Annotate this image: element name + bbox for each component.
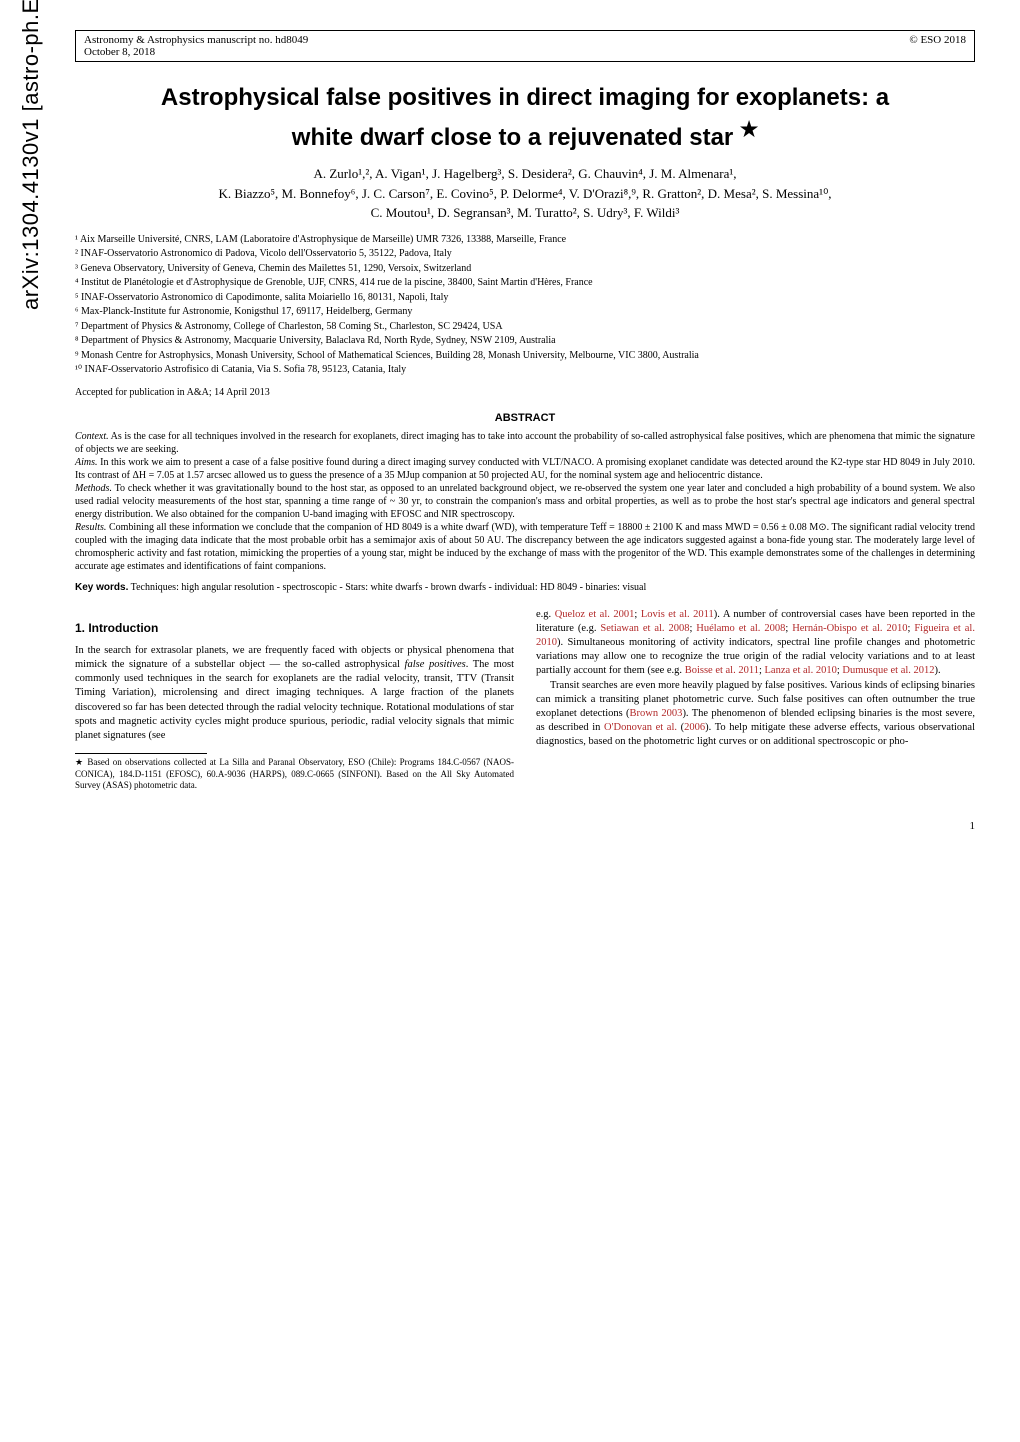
cite-lovis[interactable]: Lovis et al. 2011 — [641, 609, 714, 620]
footnote-text: ★ Based on observations collected at La … — [75, 757, 514, 792]
methods-text: To check whether it was gravitationally … — [75, 483, 975, 520]
page-content: Astronomy & Astrophysics manuscript no. … — [0, 0, 1020, 862]
col2-paragraph-2: Transit searches are even more heavily p… — [536, 679, 975, 750]
abstract-body: Context. As is the case for all techniqu… — [75, 430, 975, 573]
context-text: As is the case for all techniques involv… — [75, 431, 975, 455]
page-number: 1 — [75, 820, 975, 832]
affiliation-6: ⁶ Max-Planck-Institute fur Astronomie, K… — [75, 305, 975, 319]
keywords-block: Key words. Techniques: high angular reso… — [75, 581, 975, 594]
header-left: Astronomy & Astrophysics manuscript no. … — [84, 34, 308, 58]
acceptance-note: Accepted for publication in A&A; 14 Apri… — [75, 387, 975, 398]
affiliation-2: ² INAF-Osservatorio Astronomico di Padov… — [75, 247, 975, 261]
cite-brown[interactable]: Brown 2003 — [630, 708, 683, 719]
aims-text: In this work we aim to present a case of… — [75, 457, 975, 481]
cite-hernan[interactable]: Hernán-Obispo et al. 2010 — [792, 623, 907, 634]
abstract-heading: ABSTRACT — [75, 412, 975, 424]
body-columns: 1. Introduction In the search for extras… — [75, 608, 975, 792]
title-text: white dwarf close to a rejuvenated star — [292, 124, 733, 151]
footnote-separator — [75, 753, 207, 754]
affiliation-1: ¹ Aix Marseille Université, CNRS, LAM (L… — [75, 233, 975, 247]
authors-row-2: K. Biazzo⁵, M. Bonnefoy⁶, J. C. Carson⁷,… — [75, 184, 975, 204]
cite-boisse[interactable]: Boisse et al. 2011 — [685, 665, 759, 676]
affiliation-10: ¹⁰ INAF-Osservatorio Astrofisico di Cata… — [75, 363, 975, 377]
affiliation-3: ³ Geneva Observatory, University of Gene… — [75, 262, 975, 276]
author-list: A. Zurlo¹,², A. Vigan¹, J. Hagelberg³, S… — [75, 164, 975, 223]
affiliation-8: ⁸ Department of Physics & Astronomy, Mac… — [75, 334, 975, 348]
context-label: Context. — [75, 431, 109, 442]
column-left: 1. Introduction In the search for extras… — [75, 608, 514, 792]
manuscript-header: Astronomy & Astrophysics manuscript no. … — [75, 30, 975, 62]
cite-huelamo[interactable]: Huélamo et al. 2008 — [696, 623, 785, 634]
results-text: Combining all these information we concl… — [75, 522, 975, 572]
cite-odonovan[interactable]: O'Donovan et al. — [604, 722, 677, 733]
affiliation-4: ⁴ Institut de Planétologie et d'Astrophy… — [75, 276, 975, 290]
title-footnote-star: ★ — [740, 119, 758, 141]
affiliation-7: ⁷ Department of Physics & Astronomy, Col… — [75, 320, 975, 334]
paper-title-line1: Astrophysical false positives in direct … — [75, 82, 975, 113]
c2p1j: ). — [935, 665, 941, 676]
aims-label: Aims. — [75, 457, 98, 468]
section-1-heading: 1. Introduction — [75, 620, 514, 636]
cite-dumusque[interactable]: Dumusque et al. 2012 — [842, 665, 934, 676]
keywords-label: Key words. — [75, 582, 128, 593]
authors-row-1: A. Zurlo¹,², A. Vigan¹, J. Hagelberg³, S… — [75, 164, 975, 184]
cite-queloz[interactable]: Queloz et al. 2001 — [555, 609, 635, 620]
results-label: Results. — [75, 522, 106, 533]
header-right: © ESO 2018 — [909, 34, 966, 58]
affiliation-9: ⁹ Monash Centre for Astrophysics, Monash… — [75, 349, 975, 363]
authors-row-3: C. Moutou¹, D. Segransan³, M. Turatto², … — [75, 203, 975, 223]
affiliation-5: ⁵ INAF-Osservatorio Astronomico di Capod… — [75, 291, 975, 305]
manuscript-id: Astronomy & Astrophysics manuscript no. … — [84, 34, 308, 46]
affiliation-list: ¹ Aix Marseille Université, CNRS, LAM (L… — [75, 233, 975, 377]
cite-odonovan-year[interactable]: 2006 — [684, 722, 705, 733]
cite-lanza[interactable]: Lanza et al. 2010 — [765, 665, 837, 676]
intro-paragraph-1: In the search for extrasolar planets, we… — [75, 644, 514, 743]
keywords-text: Techniques: high angular resolution - sp… — [128, 582, 646, 593]
col2-paragraph-1: e.g. Queloz et al. 2001; Lovis et al. 20… — [536, 608, 975, 679]
manuscript-date: October 8, 2018 — [84, 46, 155, 58]
p1-italics: false positives — [405, 659, 466, 670]
paper-title-line2: white dwarf close to a rejuvenated star … — [75, 117, 975, 152]
column-right: e.g. Queloz et al. 2001; Lovis et al. 20… — [536, 608, 975, 792]
methods-label: Methods. — [75, 483, 112, 494]
cite-setiawan[interactable]: Setiawan et al. 2008 — [600, 623, 689, 634]
p1-text-c: . The most commonly used techniques in t… — [75, 659, 514, 741]
arxiv-identifier: arXiv:1304.4130v1 [astro-ph.EP] 15 Apr 2… — [18, 0, 44, 310]
c2p1a: e.g. — [536, 609, 555, 620]
